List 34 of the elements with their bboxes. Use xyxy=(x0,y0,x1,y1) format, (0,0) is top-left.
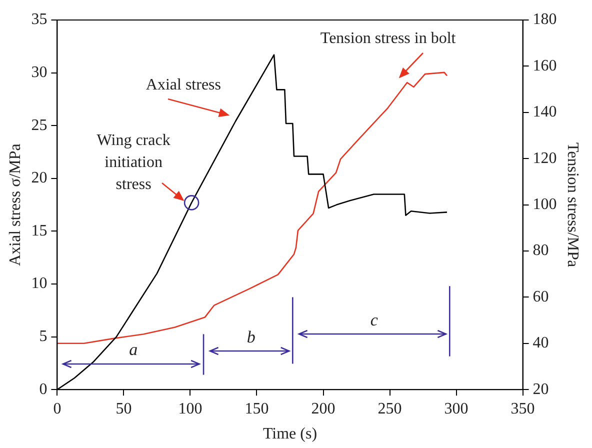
y2-tick-label: 100 xyxy=(532,196,557,214)
y-tick-label: 30 xyxy=(31,64,48,82)
y2-tick-label: 160 xyxy=(532,57,557,74)
y-tick-label: 5 xyxy=(39,328,48,346)
y2-tick-label: 80 xyxy=(532,242,549,260)
y-tick-label: 35 xyxy=(31,11,48,28)
y-tick-label: 15 xyxy=(31,222,48,240)
y-axis-title: Axial stress σ/MPa xyxy=(6,144,24,266)
annotation: Wing crack initiation stress xyxy=(96,132,170,193)
x-tick-label: 100 xyxy=(178,400,202,418)
annotation: b xyxy=(246,327,256,346)
y2-tick-label: 140 xyxy=(532,104,557,121)
x-tick-label: 0 xyxy=(53,400,62,418)
y-tick-label: 20 xyxy=(31,170,48,187)
x-axis-title: Time (s) xyxy=(262,426,318,443)
x-tick-label: 50 xyxy=(116,400,132,418)
annotation: c xyxy=(370,310,378,330)
y2-tick-label: 120 xyxy=(532,150,557,167)
y2-tick-label: 20 xyxy=(532,380,549,398)
series-label: Axial stress xyxy=(146,76,222,94)
y-tick-label: 10 xyxy=(31,275,48,292)
annotation: a xyxy=(129,340,138,360)
y2-tick-label: 60 xyxy=(532,288,549,306)
y-tick-label: 25 xyxy=(31,116,48,134)
y2-tick-label: 40 xyxy=(532,334,549,352)
x-tick-label: 350 xyxy=(510,400,535,418)
x-tick-label: 300 xyxy=(444,400,468,418)
y2-tick-label: 180 xyxy=(532,11,557,28)
x-tick-label: 200 xyxy=(311,400,336,418)
y-tick-label: 0 xyxy=(39,380,48,398)
series-label: Tension stress in bolt xyxy=(320,30,456,47)
x-tick-label: 150 xyxy=(244,400,269,418)
y2-axis-title: Tension stress/MPa xyxy=(564,142,582,268)
x-tick-label: 250 xyxy=(378,400,402,418)
